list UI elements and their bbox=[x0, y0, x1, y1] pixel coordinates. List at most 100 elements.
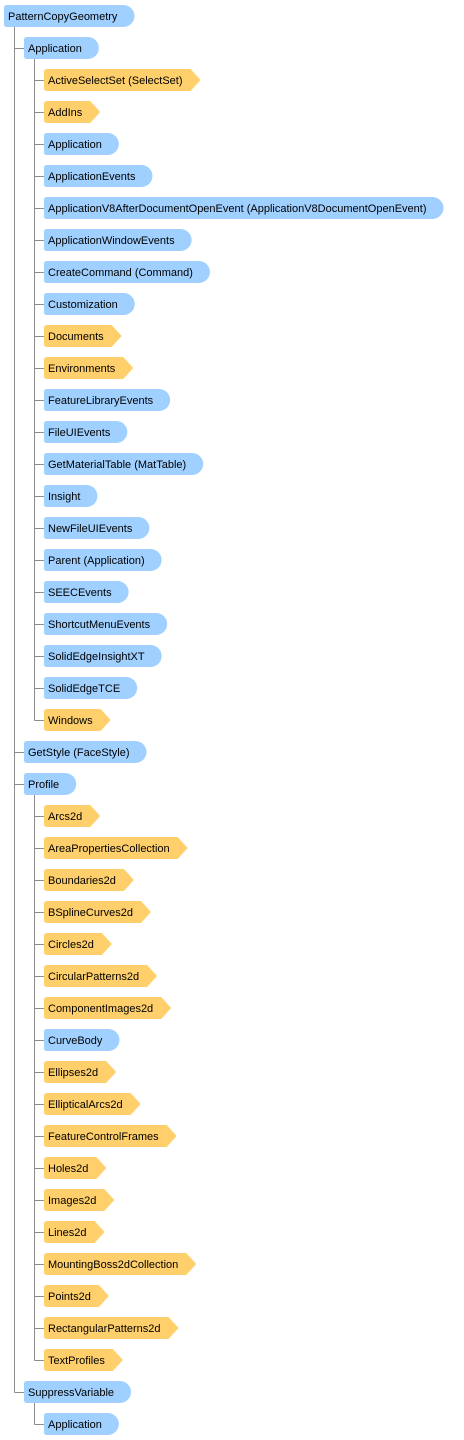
node-shape bbox=[44, 1413, 119, 1435]
node-shape bbox=[44, 805, 101, 827]
node-shape bbox=[44, 357, 134, 379]
collection-node: MountingBoss2dCollection bbox=[44, 1253, 197, 1275]
collection-node: Boundaries2d bbox=[44, 869, 134, 891]
object-node: Application bbox=[24, 37, 99, 59]
collection-node: ActiveSelectSet (SelectSet) bbox=[44, 69, 201, 91]
node-label: CircularPatterns2d bbox=[48, 971, 139, 983]
object-node: ApplicationEvents bbox=[44, 165, 153, 187]
collection-node: CircularPatterns2d bbox=[44, 965, 158, 987]
node-label: Insight bbox=[48, 491, 80, 503]
node-label: Ellipses2d bbox=[48, 1067, 98, 1079]
node-shape bbox=[44, 1061, 117, 1083]
node-label: GetStyle (FaceStyle) bbox=[28, 747, 129, 759]
collection-node: Documents bbox=[44, 325, 122, 347]
node-shape bbox=[44, 229, 192, 251]
node-shape bbox=[44, 101, 101, 123]
node-label: CurveBody bbox=[48, 1035, 103, 1047]
object-node: Customization bbox=[44, 293, 135, 315]
node-label: Circles2d bbox=[48, 939, 94, 951]
node-shape bbox=[44, 613, 168, 635]
node-label: ComponentImages2d bbox=[48, 1003, 153, 1015]
object-node: GetMaterialTable (MatTable) bbox=[44, 453, 204, 475]
node-label: CreateCommand (Command) bbox=[48, 267, 193, 279]
node-shape bbox=[44, 965, 158, 987]
collection-node: AreaPropertiesCollection bbox=[44, 837, 188, 859]
node-shape bbox=[44, 581, 129, 603]
node-label: Boundaries2d bbox=[48, 875, 116, 887]
node-shape bbox=[44, 997, 172, 1019]
object-node: Insight bbox=[44, 485, 98, 507]
node-label: TextProfiles bbox=[48, 1355, 105, 1367]
node-label: RectangularPatterns2d bbox=[48, 1323, 161, 1335]
node-label: Profile bbox=[28, 779, 59, 791]
object-node: SEECEvents bbox=[44, 581, 129, 603]
object-node: Profile bbox=[24, 773, 77, 795]
collection-node: Holes2d bbox=[44, 1157, 107, 1179]
collection-node: Lines2d bbox=[44, 1221, 105, 1243]
node-label: Application bbox=[48, 139, 102, 151]
node-label: ActiveSelectSet (SelectSet) bbox=[48, 75, 183, 87]
node-label: Application bbox=[48, 1419, 102, 1431]
node-shape bbox=[44, 197, 444, 219]
object-node: FileUIEvents bbox=[44, 421, 128, 443]
object-node: ApplicationV8AfterDocumentOpenEvent (App… bbox=[44, 197, 444, 219]
object-node: FeatureLibraryEvents bbox=[44, 389, 171, 411]
object-node: SolidEdgeInsightXT bbox=[44, 645, 162, 667]
object-node: NewFileUIEvents bbox=[44, 517, 150, 539]
node-label: PatternCopyGeometry bbox=[8, 11, 118, 23]
connectors bbox=[14, 27, 44, 1425]
collection-node: Circles2d bbox=[44, 933, 112, 955]
node-label: AddIns bbox=[48, 107, 83, 119]
collection-node: FeatureControlFrames bbox=[44, 1125, 177, 1147]
node-shape bbox=[44, 261, 210, 283]
node-shape bbox=[44, 1253, 197, 1275]
node-shape bbox=[44, 69, 201, 91]
node-shape bbox=[44, 709, 111, 731]
node-shape bbox=[44, 1125, 177, 1147]
object-node: Application bbox=[44, 1413, 119, 1435]
node-label: FeatureLibraryEvents bbox=[48, 395, 154, 407]
object-node: Application bbox=[44, 133, 119, 155]
object-node: CurveBody bbox=[44, 1029, 120, 1051]
node-shape bbox=[44, 1285, 109, 1307]
object-node: GetStyle (FaceStyle) bbox=[24, 741, 147, 763]
collection-node: AddIns bbox=[44, 101, 101, 123]
node-label: SEECEvents bbox=[48, 587, 112, 599]
object-node: SuppressVariable bbox=[24, 1381, 132, 1403]
node-shape bbox=[44, 1349, 123, 1371]
node-shape bbox=[24, 773, 77, 795]
object-node: ApplicationWindowEvents bbox=[44, 229, 192, 251]
object-node: Parent (Application) bbox=[44, 549, 162, 571]
node-shape bbox=[24, 37, 99, 59]
node-shape bbox=[44, 1093, 141, 1115]
node-label: BSplineCurves2d bbox=[48, 907, 133, 919]
node-label: FileUIEvents bbox=[48, 427, 111, 439]
node-shape bbox=[44, 293, 135, 315]
node-label: EllipticalArcs2d bbox=[48, 1099, 123, 1111]
node-label: Application bbox=[28, 43, 82, 55]
collection-node: RectangularPatterns2d bbox=[44, 1317, 179, 1339]
object-node: PatternCopyGeometry bbox=[4, 5, 135, 27]
collection-node: EllipticalArcs2d bbox=[44, 1093, 141, 1115]
node-shape bbox=[44, 485, 98, 507]
node-label: Images2d bbox=[48, 1195, 96, 1207]
node-shape bbox=[24, 741, 147, 763]
node-shape bbox=[44, 645, 162, 667]
node-shape bbox=[44, 549, 162, 571]
node-label: Windows bbox=[48, 715, 93, 727]
collection-node: Windows bbox=[44, 709, 111, 731]
node-shape bbox=[44, 837, 188, 859]
node-label: Arcs2d bbox=[48, 811, 82, 823]
collection-node: Images2d bbox=[44, 1189, 115, 1211]
node-label: Environments bbox=[48, 363, 116, 375]
node-label: Points2d bbox=[48, 1291, 91, 1303]
node-label: NewFileUIEvents bbox=[48, 523, 133, 535]
node-shape bbox=[44, 165, 153, 187]
node-shape bbox=[44, 421, 128, 443]
node-shape bbox=[44, 1189, 115, 1211]
node-shape bbox=[4, 5, 135, 27]
node-shape bbox=[44, 389, 171, 411]
object-node: ShortcutMenuEvents bbox=[44, 613, 168, 635]
collection-node: TextProfiles bbox=[44, 1349, 123, 1371]
